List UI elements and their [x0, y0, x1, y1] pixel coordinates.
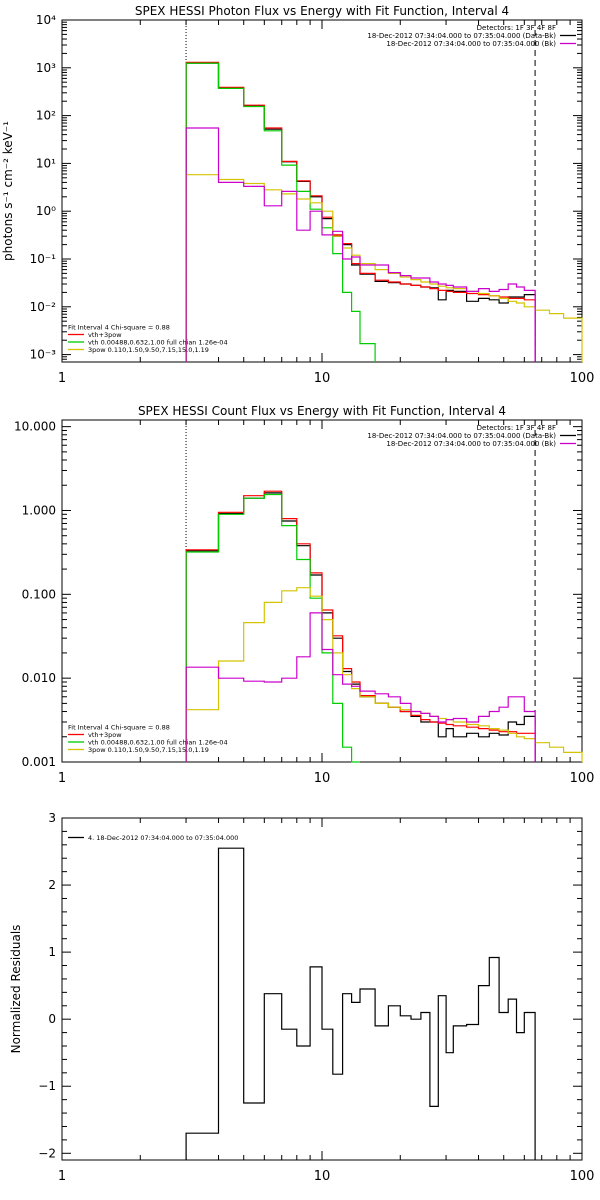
y-tick-label: 1.000 [22, 503, 56, 517]
y-tick-label: 10⁰ [36, 204, 56, 218]
panel-residuals: 1 10 100 −2 −1 0 1 2 3 4. 18-Dec-2012 07:34:04.0… [9, 811, 594, 1184]
panel-count-flux: SPEX HESSI Count Flux vs Energy with Fit… [14, 404, 594, 786]
series-line [185, 127, 536, 362]
count-series [185, 490, 583, 763]
y-tick-label: −2 [38, 1146, 56, 1160]
x-tick-label: 10 [314, 1169, 331, 1184]
series-line [185, 847, 536, 1160]
photon-panel-title: SPEX HESSI Photon Flux vs Energy with Fi… [135, 4, 509, 18]
x-tick-label: 1 [58, 371, 66, 386]
legend-text: vth+3pow [88, 731, 122, 739]
series-line [185, 174, 583, 362]
series-line [185, 490, 536, 762]
photon-axes: 1 10 100 10⁻³ 10⁻² 10⁻¹ 10⁰ 10¹ 10² 10³ 10⁴ [30, 13, 595, 386]
info-text: 18-Dec-2012 07:34:04.000 to 07:35:04.000… [367, 32, 556, 40]
x-tick-label: 100 [570, 771, 595, 786]
panel-photon-flux: SPEX HESSI Photon Flux vs Energy with Fi… [1, 4, 594, 386]
y-tick-label: 0 [48, 1012, 56, 1026]
y-tick-label: 0.010 [22, 671, 56, 685]
x-tick-label: 1 [58, 771, 66, 786]
legend-text: 3pow 0.110,1.50,9.50,7.15,15.0,1.19 [88, 746, 209, 754]
x-tick-label: 100 [570, 371, 595, 386]
legend-text: vth 0.00488,0.632,1.00 full chian 1.26e-… [88, 339, 228, 347]
photon-y-axis-label: photons s⁻¹ cm⁻² keV⁻¹ [1, 121, 15, 261]
x-tick-label: 10 [314, 771, 331, 786]
series-line [185, 612, 536, 762]
series-line [185, 62, 376, 362]
y-tick-label: 3 [48, 811, 56, 825]
y-tick-label: 10² [36, 109, 56, 123]
legend-text: vth+3pow [88, 331, 122, 339]
info-text: Detectors: 1F 3F 4F 8F [477, 24, 556, 32]
x-tick-label: 1 [58, 1169, 66, 1184]
y-tick-label: 10¹ [36, 156, 56, 170]
x-tick-label: 10 [314, 371, 331, 386]
y-tick-label: 0.001 [22, 755, 56, 769]
info-text: 18-Dec-2012 07:34:04.000 to 07:35:04.000… [367, 432, 556, 440]
y-tick-label: 2 [48, 878, 56, 892]
photon-plot-frame [61, 19, 583, 363]
residual-y-axis-label: Normalized Residuals [9, 925, 23, 1054]
series-line [185, 587, 583, 762]
y-tick-label: 1 [48, 945, 56, 959]
series-line [185, 493, 360, 763]
y-tick-label: 10⁻¹ [30, 252, 57, 266]
y-tick-label: 10³ [36, 61, 56, 75]
count-panel-title: SPEX HESSI Count Flux vs Energy with Fit… [138, 404, 506, 418]
photon-series [185, 61, 583, 362]
legend-text: Fit Interval 4 Chi-square = 0.88 [68, 724, 170, 732]
residual-series [185, 847, 536, 1160]
y-tick-label: 10.000 [14, 420, 56, 434]
residual-axes: 1 10 100 −2 −1 0 1 2 3 [38, 811, 594, 1184]
y-tick-label: 10⁴ [36, 13, 56, 27]
y-tick-label: −1 [38, 1079, 56, 1093]
y-tick-label: 10⁻³ [30, 348, 57, 362]
y-tick-label: 10⁻² [30, 300, 57, 314]
legend-text: 3pow 0.110,1.50,9.50,7.15,15.0,1.19 [88, 346, 209, 354]
info-text: Detectors: 1F 3F 4F 8F [477, 424, 556, 432]
residual-annotations: 4. 18-Dec-2012 07:34:04.000 to 07:35:04.… [68, 834, 238, 842]
series-line [185, 492, 536, 762]
legend-text: Fit Interval 4 Chi-square = 0.88 [68, 324, 170, 332]
y-tick-label: 0.100 [22, 587, 56, 601]
legend-text: vth 0.00488,0.632,1.00 full chian 1.26e-… [88, 739, 228, 747]
info-text: 18-Dec-2012 07:34:04.000 to 07:35:04.000… [386, 440, 556, 448]
info-text: 18-Dec-2012 07:34:04.000 to 07:35:04.000… [386, 40, 556, 48]
legend-text: 4. 18-Dec-2012 07:34:04.000 to 07:35:04.… [88, 834, 238, 842]
count-axes: 1 10 100 0.001 0.010 0.100 1.000 10.000 [14, 420, 594, 786]
x-tick-label: 100 [570, 1169, 595, 1184]
